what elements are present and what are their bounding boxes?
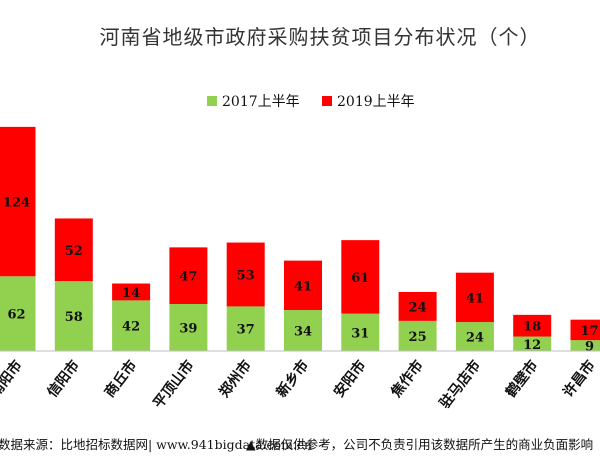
data-label: 62 — [7, 308, 25, 323]
data-label: 37 — [237, 323, 255, 338]
legend-label: 2017上半年 — [222, 94, 300, 110]
legend-swatch — [207, 96, 217, 106]
bar — [226, 242, 265, 307]
bar — [341, 240, 380, 314]
x-tick-label: 许昌市 — [559, 357, 598, 401]
footer-disclaimer: ▲数据仅供参考，公司不负责引用该数据所产生的商业负面影响 — [246, 437, 593, 452]
bar — [54, 218, 93, 282]
data-label: 58 — [65, 310, 83, 325]
bar — [455, 272, 494, 323]
x-tick-label: 驻马店市 — [436, 357, 484, 412]
bar — [398, 291, 437, 321]
bar — [169, 304, 208, 351]
bar-series: 62 124 58 52 42 14 39 47 37 53 34 41 31 61 25 24 24 41 12 1… — [0, 126, 600, 355]
data-label: 124 — [3, 196, 30, 211]
legend-swatch — [322, 96, 332, 106]
data-label: 14 — [122, 286, 140, 301]
x-tick-label: 商丘市 — [101, 357, 140, 401]
bar — [513, 336, 552, 351]
data-label: 61 — [351, 271, 369, 286]
x-tick-label: 南阳市 — [0, 357, 26, 401]
legend-label: 2019上半年 — [337, 94, 415, 110]
x-tick-label: 信阳市 — [44, 357, 83, 401]
data-label: 12 — [523, 338, 541, 353]
data-label: 31 — [351, 326, 369, 341]
bar — [112, 300, 151, 351]
bar — [0, 276, 36, 351]
data-label: 17 — [580, 324, 598, 339]
data-label: 41 — [466, 291, 484, 306]
bar — [169, 247, 208, 305]
x-tick-label: 焦作市 — [387, 357, 427, 401]
x-tick-label: 新乡市 — [273, 357, 312, 401]
legend-item: 2017上半年 — [207, 94, 300, 110]
chart-title: 河南省地级市政府采购扶贫项目分布状况（个） — [100, 25, 541, 49]
bar — [455, 322, 494, 351]
data-label: 25 — [409, 330, 427, 345]
bar — [398, 320, 437, 351]
x-tick-label: 安阳市 — [330, 357, 369, 401]
bar — [284, 260, 322, 311]
x-tick-labels: 南阳市 信阳市 商丘市 平顶山市 郑州市 新乡市 安阳市 焦作市 驻马店市 鹤壁市 许昌市 — [0, 357, 599, 412]
data-label: 24 — [409, 300, 427, 315]
bar — [341, 313, 380, 351]
bar — [570, 319, 600, 341]
bar — [284, 310, 322, 351]
bar — [513, 314, 552, 337]
data-label: 34 — [294, 325, 312, 340]
x-tick-label: 鹤壁市 — [502, 357, 541, 401]
x-tick-label: 平顶山市 — [150, 357, 198, 412]
bar — [0, 126, 36, 277]
chart-legend: 2017上半年 2019上半年 — [207, 94, 415, 110]
data-label: 42 — [122, 320, 140, 335]
data-label: 9 — [585, 340, 594, 355]
bar — [226, 306, 265, 351]
data-label: 18 — [523, 320, 541, 335]
bar — [54, 281, 93, 351]
data-label: 24 — [466, 331, 484, 346]
bar — [570, 340, 600, 351]
data-label: 53 — [237, 268, 255, 283]
legend-item: 2019上半年 — [322, 94, 415, 110]
data-label: 41 — [294, 279, 312, 294]
x-tick-label: 郑州市 — [216, 357, 255, 401]
data-label: 39 — [179, 322, 197, 337]
footer-source: 数据来源：比地招标数据网| www.941bigdata.com.cn — [0, 437, 312, 452]
bar — [112, 283, 151, 301]
data-label: 52 — [65, 244, 83, 259]
data-label: 47 — [179, 270, 197, 285]
